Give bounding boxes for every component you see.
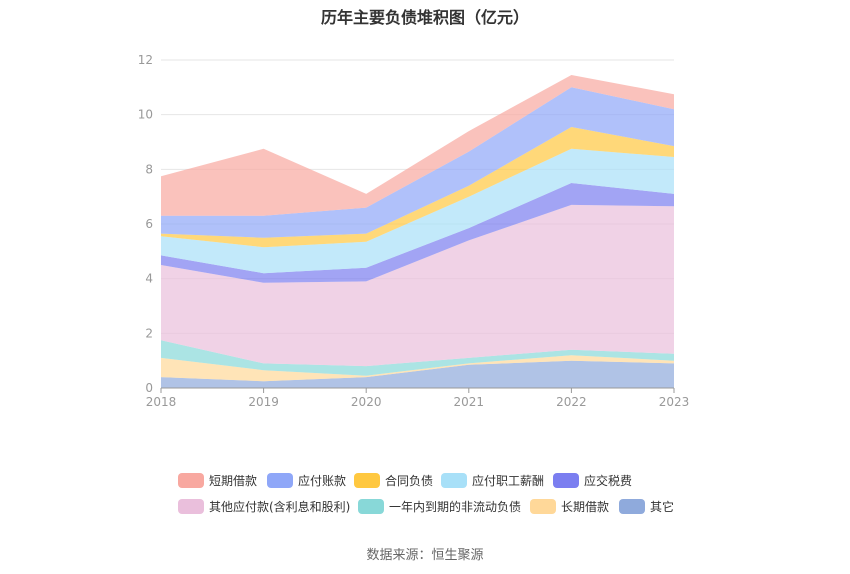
y-tick-label: 4 <box>145 272 153 286</box>
legend-label: 应付职工薪酬 <box>472 474 545 488</box>
legend-item[interactable]: 合同负债 <box>354 472 433 489</box>
stacked-areas <box>161 75 674 388</box>
x-tick-label: 2023 <box>659 395 690 409</box>
area-series-应付职工薪酬 <box>161 148 674 274</box>
axes: 0 2 4 6 8 10 12 2018 2019 2020 2021 2022 2023 <box>138 53 690 409</box>
x-tick-label: 2021 <box>454 395 485 409</box>
area-series-应交税费 <box>161 183 674 283</box>
legend-label: 一年内到期的非流动负债 <box>389 500 522 514</box>
legend-swatch <box>178 473 204 488</box>
chart-title: 历年主要负债堆积图（亿元） <box>320 8 529 27</box>
legend-label: 长期借款 <box>561 500 610 514</box>
legend-swatch <box>354 473 380 488</box>
area-series-长期借款 <box>161 355 674 382</box>
legend-swatch <box>619 499 645 514</box>
y-tick-label: 8 <box>145 162 153 176</box>
x-tick-label: 2022 <box>556 395 587 409</box>
x-tick-label: 2018 <box>146 395 177 409</box>
area-series-其它 <box>161 360 674 388</box>
x-tick-label: 2019 <box>248 395 279 409</box>
y-tick-label: 0 <box>145 381 153 395</box>
legend-label: 应交税费 <box>584 474 633 488</box>
legend-swatch <box>530 499 556 514</box>
legend-label: 其它 <box>650 500 675 514</box>
legend-label: 短期借款 <box>209 474 258 488</box>
area-series-合同负债 <box>161 127 674 248</box>
area-series-应付账款 <box>161 87 674 238</box>
legend-item[interactable]: 应付职工薪酬 <box>441 472 544 489</box>
legend-label: 其他应付款(含利息和股利) <box>209 500 351 514</box>
legend-swatch <box>553 473 579 488</box>
area-series-其他应付款(含利息和股利) <box>161 204 674 367</box>
y-tick-label: 2 <box>145 326 153 340</box>
legend-item[interactable]: 应交税费 <box>553 472 632 489</box>
y-tick-label: 12 <box>138 53 153 67</box>
legend-swatch <box>178 499 204 514</box>
legend-item[interactable]: 其它 <box>619 498 674 515</box>
legend-item[interactable]: 长期借款 <box>530 498 609 515</box>
legend-label: 合同负债 <box>385 474 434 488</box>
legend-item[interactable]: 应付账款 <box>267 472 346 489</box>
legend-swatch <box>441 473 467 488</box>
legend-item[interactable]: 短期借款 <box>178 472 257 489</box>
area-series-一年内到期的非流动负债 <box>161 340 674 376</box>
area-series-短期借款 <box>161 75 674 216</box>
x-tick-label: 2020 <box>351 395 382 409</box>
legend-label: 应付账款 <box>298 474 347 488</box>
legend-swatch <box>267 473 293 488</box>
legend-swatch <box>358 499 384 514</box>
data-source-note: 数据来源：恒生聚源 <box>366 548 484 563</box>
legend-item[interactable]: 一年内到期的非流动负债 <box>358 498 521 515</box>
y-tick-label: 10 <box>138 108 153 122</box>
y-tick-label: 6 <box>145 217 153 231</box>
legend-item[interactable]: 其他应付款(含利息和股利) <box>178 498 350 515</box>
